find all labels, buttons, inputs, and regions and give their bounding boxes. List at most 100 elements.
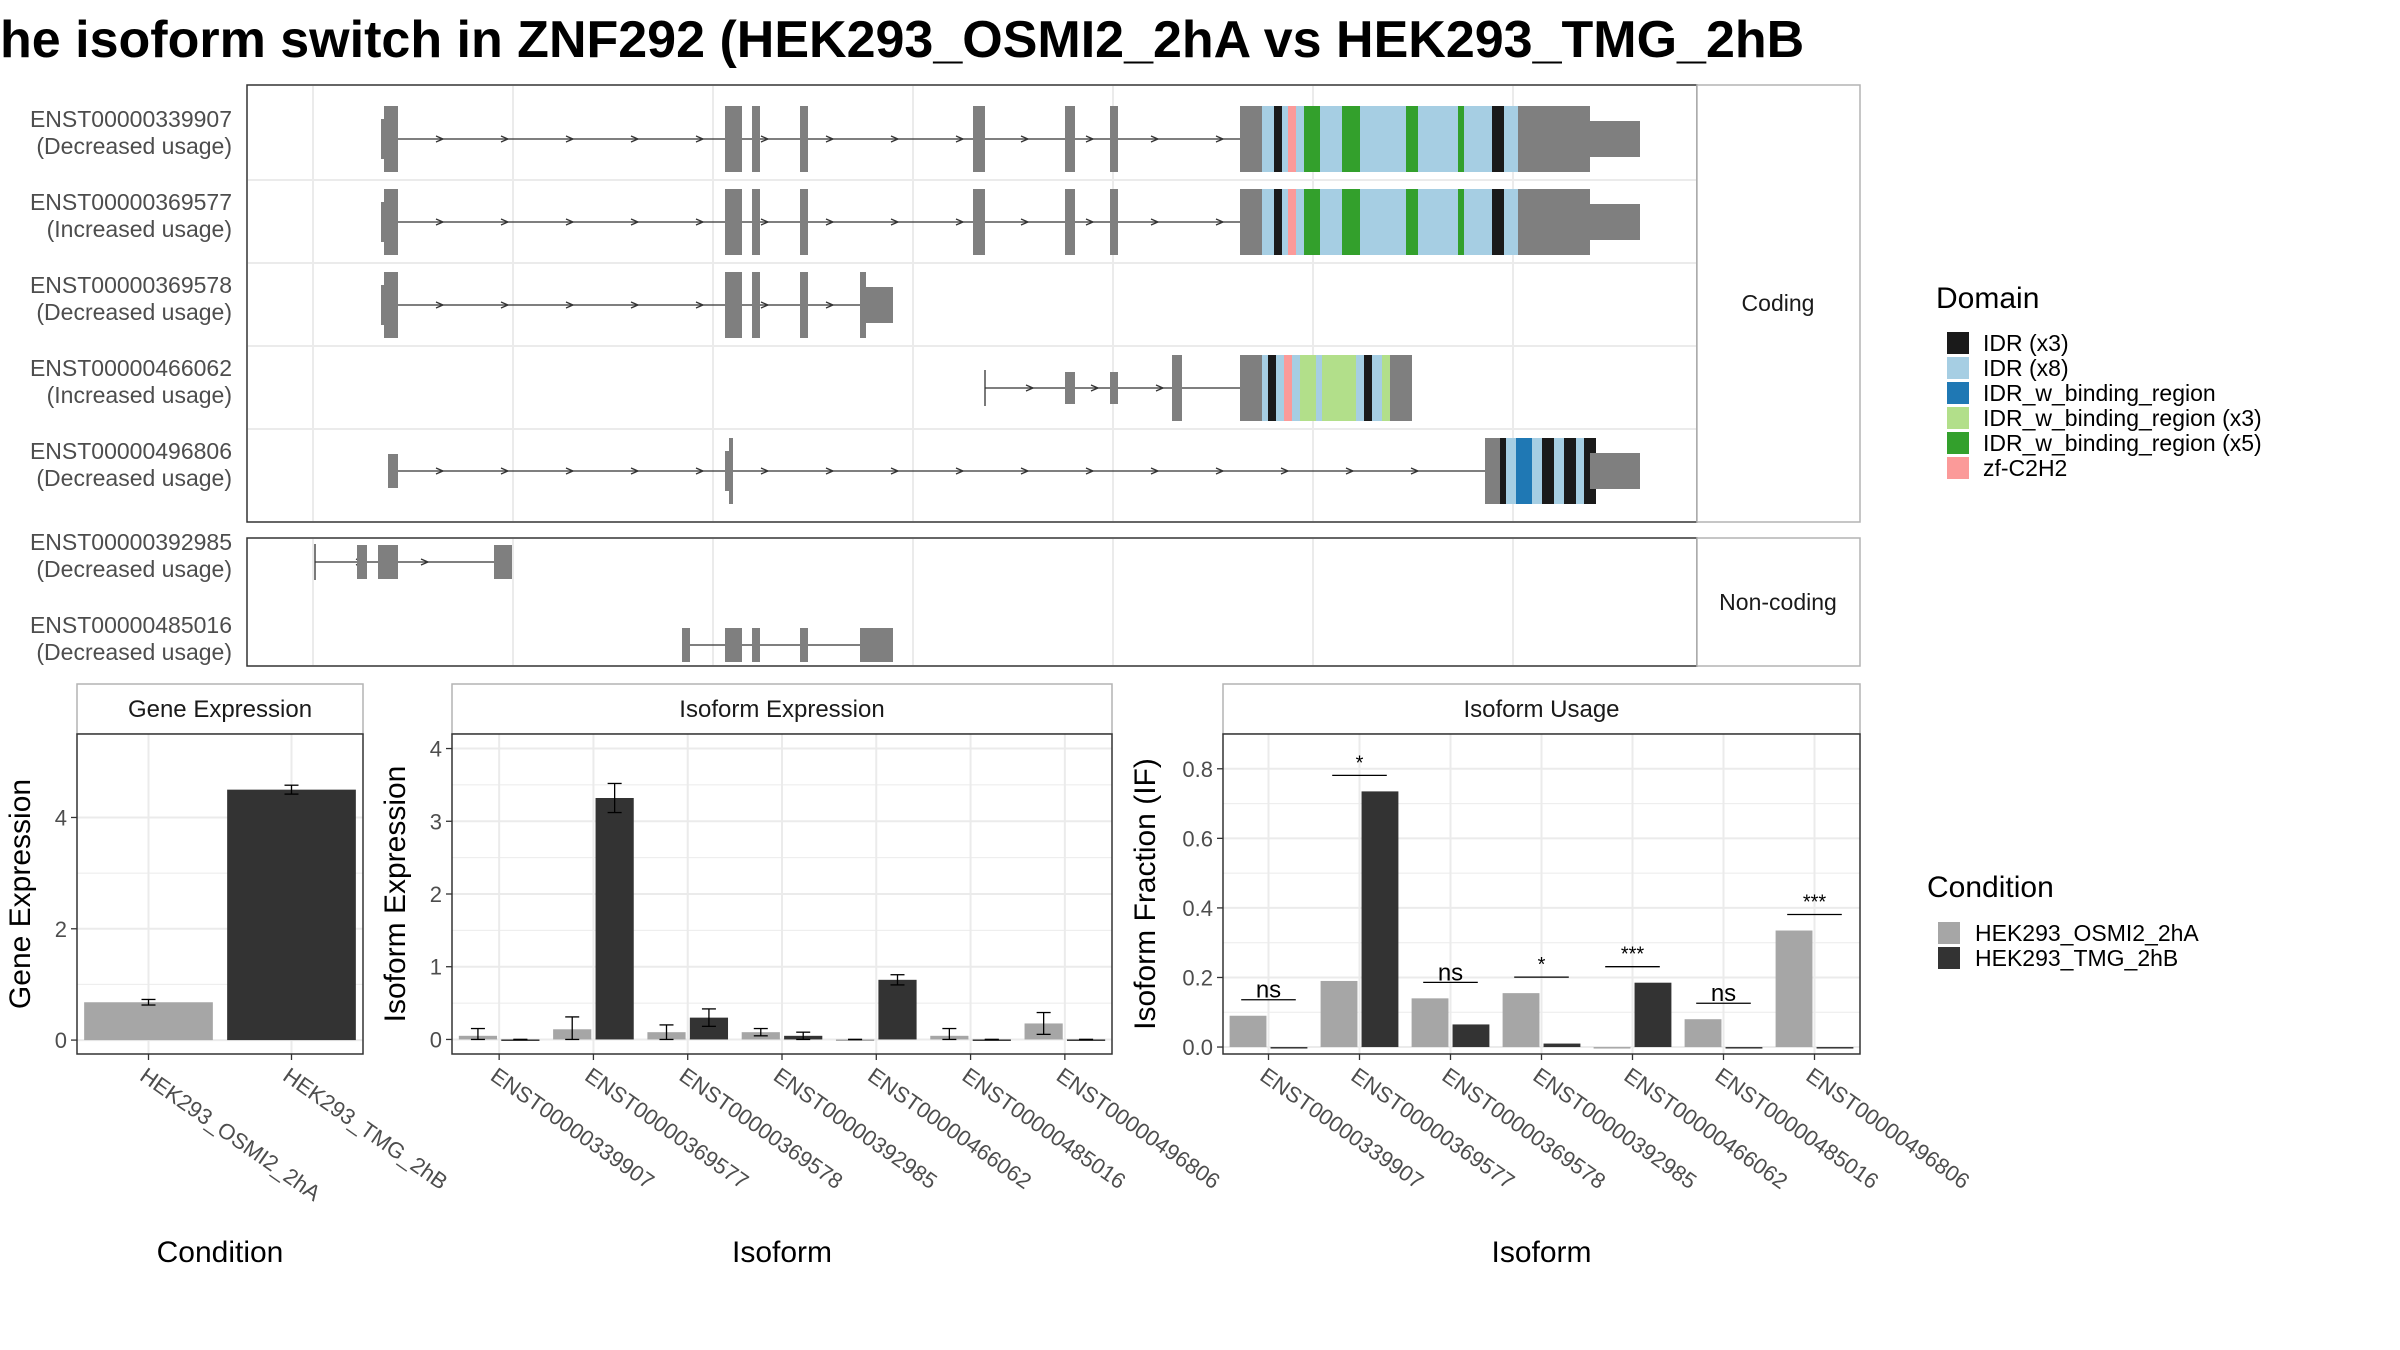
domain-segment xyxy=(1396,189,1406,255)
x-tick-label: ENST00000485016 xyxy=(958,1063,1131,1194)
domain-segment xyxy=(1576,438,1584,504)
exon-block xyxy=(725,189,742,255)
intron-arrow xyxy=(1020,218,1030,226)
domain-legend: Domain IDR (x3)IDR (x8)IDR_w_binding_reg… xyxy=(1936,282,2262,481)
domain-segment xyxy=(1364,355,1372,421)
bar xyxy=(878,979,917,1040)
bar xyxy=(689,1017,729,1040)
domain-segment xyxy=(1418,106,1436,172)
noncoding-panel xyxy=(246,537,1698,667)
bar xyxy=(1816,1047,1854,1049)
condition-legend-label: HEK293_TMG_2hB xyxy=(1975,945,2178,971)
domain-segment xyxy=(1370,106,1382,172)
significance-label: ns xyxy=(1256,977,1281,1004)
intron-arrow xyxy=(1085,218,1095,226)
coding-strip xyxy=(1696,84,1861,523)
noncoding-strip xyxy=(1696,537,1861,667)
domain-segment xyxy=(1296,189,1304,255)
exon-block xyxy=(725,451,732,491)
transcript-usage-label: (Decreased usage) xyxy=(36,639,232,665)
exon-block xyxy=(1065,189,1075,255)
domain-segment xyxy=(1492,189,1504,255)
intron-arrow xyxy=(630,135,640,143)
domain-legend-label: IDR_w_binding_region (x5) xyxy=(1983,430,2262,456)
transcript-labels: ENST00000339907(Decreased usage)ENST0000… xyxy=(30,106,232,665)
domain-segment xyxy=(1516,438,1532,504)
condition-legend-swatch xyxy=(1938,947,1960,969)
intron-arrow xyxy=(955,135,965,143)
exon-block xyxy=(752,628,760,662)
transcript-usage-label: (Decreased usage) xyxy=(36,465,232,491)
exon-block xyxy=(800,628,808,662)
exon-block xyxy=(973,189,985,255)
significance-label: *** xyxy=(1803,892,1827,914)
domain-segment xyxy=(1320,106,1326,172)
domain-segment xyxy=(1504,189,1518,255)
y-axis-label: Isoform Fraction (IF) xyxy=(1129,758,1162,1030)
intron-arrow xyxy=(500,301,510,309)
coding-strip-label: Coding xyxy=(1742,290,1815,316)
domain-segment xyxy=(1542,438,1554,504)
figure-title: he isoform switch in ZNF292 (HEK293_OSMI… xyxy=(0,11,1804,69)
intron-arrow xyxy=(825,301,835,309)
y-tick-label: 2 xyxy=(55,917,67,942)
x-axis-label: Isoform xyxy=(732,1236,832,1269)
x-tick-label: ENST00000496806 xyxy=(1802,1063,1975,1194)
intron-arrow xyxy=(695,218,705,226)
y-tick-label: 0.2 xyxy=(1182,965,1213,990)
exon-block xyxy=(384,272,398,338)
significance-label: * xyxy=(1356,752,1364,774)
transcript-id-label: ENST00000496806 xyxy=(30,438,232,464)
facet-strip xyxy=(1222,683,1861,735)
intron-arrow xyxy=(760,467,770,475)
domain-segment xyxy=(1292,355,1300,421)
condition-legend-label: HEK293_OSMI2_2hA xyxy=(1975,920,2199,946)
domain-segment xyxy=(1500,438,1506,504)
intron-arrow xyxy=(890,135,900,143)
bar xyxy=(1229,1015,1267,1048)
exon-block xyxy=(384,106,398,172)
domain-segment xyxy=(1274,189,1282,255)
significance-label: ns xyxy=(1711,980,1736,1007)
intron-arrow xyxy=(500,135,510,143)
domain-segment xyxy=(1482,189,1492,255)
exon-block xyxy=(1590,121,1640,157)
domain-segment xyxy=(1506,438,1516,504)
transcript-models xyxy=(314,106,1640,662)
domain-segment xyxy=(1564,438,1576,504)
exon-block xyxy=(1110,106,1118,172)
significance-label: ns xyxy=(1438,959,1463,986)
bar xyxy=(1502,993,1540,1048)
exon-block xyxy=(1590,453,1640,489)
exon-block xyxy=(860,628,893,662)
noncoding-strip-label: Non-coding xyxy=(1719,589,1837,615)
transcript-id-label: ENST00000392985 xyxy=(30,529,232,555)
domain-segment xyxy=(1382,355,1390,421)
structure-panel: Coding Non-coding ENST00000339907(Decrea… xyxy=(30,84,1861,667)
domain-segment xyxy=(1360,189,1370,255)
x-tick-label: ENST00000369577 xyxy=(1347,1063,1520,1194)
domain-segment xyxy=(1274,106,1282,172)
domain-legend-swatch xyxy=(1947,382,1969,404)
condition-legend-swatch xyxy=(1938,922,1960,944)
bar xyxy=(972,1039,1011,1041)
intron-arrow xyxy=(695,467,705,475)
intron-arrow xyxy=(890,218,900,226)
bar xyxy=(835,1039,875,1041)
domain-segment xyxy=(1322,355,1338,421)
x-tick-label: ENST00000466062 xyxy=(863,1063,1036,1194)
domain-legend-label: zf-C2H2 xyxy=(1983,455,2067,481)
intron-arrow xyxy=(1215,135,1225,143)
exon-block xyxy=(973,106,985,172)
domain-segment xyxy=(1326,189,1342,255)
domain-segment xyxy=(1356,355,1364,421)
chart-title: Isoform Usage xyxy=(1463,696,1619,723)
condition-legend-title: Condition xyxy=(1927,871,2054,904)
domain-legend-label: IDR_w_binding_region xyxy=(1983,380,2216,406)
x-tick-label: ENST00000369577 xyxy=(581,1063,754,1194)
significance-label: *** xyxy=(1621,944,1645,966)
bar xyxy=(1452,1024,1490,1048)
x-tick-label: ENST00000392985 xyxy=(1529,1063,1702,1194)
intron-arrow xyxy=(1150,135,1160,143)
